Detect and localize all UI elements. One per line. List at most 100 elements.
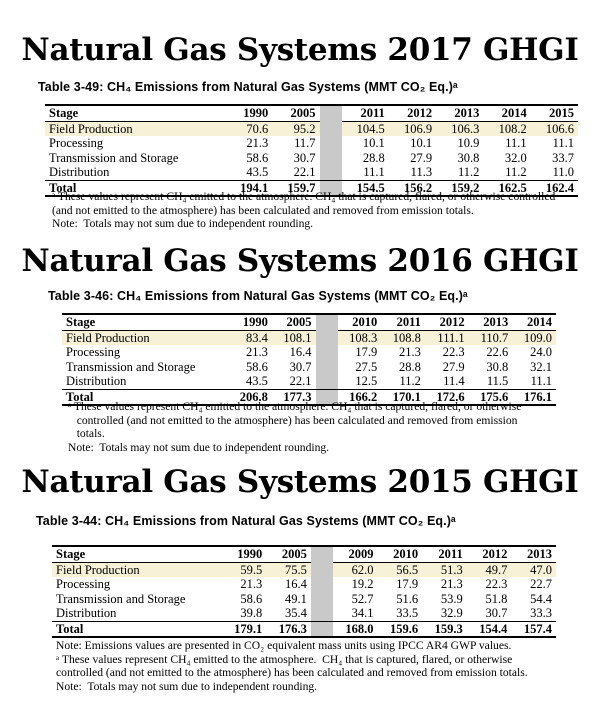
table-row: Field Production 70.6 95.2 104.5 106.9 106.3 1… xyxy=(45,121,578,136)
table-cell: 11.2 xyxy=(457,165,480,179)
total-cell: 177.3 xyxy=(271,388,316,406)
total-cell: 194.1 xyxy=(224,179,273,197)
column-header-year: 2011 xyxy=(381,313,425,331)
note-line: ᵃ These values represent CH₄ emitted to … xyxy=(68,400,522,413)
table-notes: Note: Emissions values are presented in … xyxy=(56,639,528,693)
row-label: Distribution xyxy=(49,165,110,179)
column-spacer xyxy=(315,330,338,345)
table-cell: 19.2 xyxy=(351,577,374,591)
row-label: Transmission and Storage xyxy=(56,591,186,606)
table-cell: 24.0 xyxy=(530,345,552,359)
table-cell: 21.3 xyxy=(440,577,463,591)
total-row: Total 206.8 177.3 166.2 170.1 172.6 175.6 176.1 xyxy=(62,388,556,406)
table-cell: 11.1 xyxy=(363,165,385,179)
table-cell: 21.3 xyxy=(399,345,421,359)
note-line: Note: Totals may not sum due to independ… xyxy=(68,440,330,454)
table-cell: 30.8 xyxy=(486,359,509,374)
table-cell: 28.8 xyxy=(399,359,421,374)
table-cell: 27.9 xyxy=(410,150,433,165)
column-spacer xyxy=(315,345,338,360)
column-spacer xyxy=(319,104,342,121)
table-cell: 16.4 xyxy=(285,577,307,591)
column-header-year: 2013 xyxy=(436,104,484,122)
total-cell: 159.3 xyxy=(422,620,467,638)
table-cell: 43.5 xyxy=(245,374,268,388)
column-header-year: 1990 xyxy=(221,545,267,563)
table-cell: 22.3 xyxy=(485,577,508,591)
column-spacer xyxy=(310,620,333,638)
total-cell: 162.4 xyxy=(530,179,578,197)
table-cell: 11.1 xyxy=(505,136,527,150)
table-cell: 51.8 xyxy=(485,591,508,606)
row-label: Field Production xyxy=(62,330,229,345)
total-cell: 157.4 xyxy=(511,620,556,638)
section-heading: Natural Gas Systems 2016 GHGI xyxy=(21,243,579,279)
table-cell: 11.3 xyxy=(410,165,433,179)
table-cell: 95.2 xyxy=(272,121,320,136)
table-cell: 30.7 xyxy=(485,606,508,620)
table-row: Field Production 59.5 75.5 62.0 56.5 51.3 49.7… xyxy=(52,562,556,577)
table-cell: 11.1 xyxy=(552,136,574,150)
table-cell: 106.3 xyxy=(436,121,484,136)
table-caption: Table 3-46: CH₄ Emissions from Natural G… xyxy=(48,289,468,303)
ghgi-2016-section: Natural Gas Systems 2016 GHGI Table 3-46… xyxy=(0,0,600,454)
total-cell: 159.7 xyxy=(272,179,320,197)
table-cell: 21.3 xyxy=(240,577,263,591)
table-cell: 56.5 xyxy=(377,562,423,577)
table-cell: 106.9 xyxy=(388,121,437,136)
table-cell: 47.0 xyxy=(511,562,556,577)
total-cell: 206.8 xyxy=(228,388,272,406)
column-spacer xyxy=(315,313,338,330)
column-spacer xyxy=(315,374,338,389)
total-cell: 172.6 xyxy=(424,388,469,406)
table-cell: 32.9 xyxy=(440,606,463,620)
table-cell: 53.9 xyxy=(440,591,463,606)
table-row: Distribution 39.8 35.4 34.1 33.5 32.9 30.7 33.3 xyxy=(52,606,556,621)
table-cell: 10.1 xyxy=(410,136,433,150)
table-cell: 22.1 xyxy=(289,374,312,388)
table-cell: 32.1 xyxy=(530,359,552,374)
table-header-row: Stage 1990 2005 2010 2011 2012 2013 2014 xyxy=(62,313,556,331)
column-spacer xyxy=(310,545,333,562)
table-row: Distribution 43.5 22.1 12.5 11.2 11.4 11.5 11.1 xyxy=(62,374,556,389)
table-cell: 35.4 xyxy=(285,606,307,620)
total-cell: 176.1 xyxy=(512,388,556,406)
table-cell: 11.7 xyxy=(294,136,316,150)
note-line: controlled (and not emitted to the atmos… xyxy=(56,666,528,679)
table-cell: 70.6 xyxy=(224,121,273,136)
table-cell: 62.0 xyxy=(332,562,378,577)
table-cell: 11.2 xyxy=(505,165,527,179)
column-header-year: 2010 xyxy=(337,313,382,331)
emissions-table: Stage 1990 2005 2010 2011 2012 2013 2014 Field P… xyxy=(62,313,556,406)
table-row: Processing 21.3 16.4 19.2 17.9 21.3 22.3 22.7 xyxy=(52,577,556,592)
table-cell: 109.0 xyxy=(512,330,556,345)
table-cell: 106.6 xyxy=(530,121,578,136)
total-row: Total 179.1 176.3 168.0 159.6 159.3 154.4 157.4 xyxy=(52,620,556,638)
total-row: Total 194.1 159.7 154.5 156.2 159.2 162.5 162.4 xyxy=(45,179,578,197)
row-label: Processing xyxy=(56,577,111,591)
table-row: Transmission and Storage 58.6 49.1 52.7 51.6… xyxy=(52,591,556,606)
row-label: Distribution xyxy=(56,606,117,620)
table-cell: 34.1 xyxy=(351,606,374,620)
column-header-year: 2015 xyxy=(530,104,578,122)
table-cell: 27.9 xyxy=(442,359,465,374)
table-cell: 17.9 xyxy=(396,577,419,591)
table-cell: 108.2 xyxy=(483,121,531,136)
emissions-table: Stage 1990 2005 2009 2010 2011 2012 2013 Field P… xyxy=(52,545,556,638)
row-label: Processing xyxy=(66,345,121,359)
table-cell: 111.1 xyxy=(424,330,469,345)
total-cell: 156.2 xyxy=(388,179,437,197)
table-row: Transmission and Storage 58.6 30.7 28.8 27.9… xyxy=(45,150,578,165)
ghgi-2015-section: Natural Gas Systems 2015 GHGI Table 3-44… xyxy=(0,0,600,693)
table-cell: 52.7 xyxy=(351,591,374,606)
section-heading: Natural Gas Systems 2015 GHGI xyxy=(21,464,579,500)
row-label: Field Production xyxy=(45,121,225,136)
column-header-year: 2005 xyxy=(266,545,311,563)
column-header-year: 2014 xyxy=(483,104,531,122)
row-label: Field Production xyxy=(52,562,222,577)
table-row: Field Production 83.4 108.1 108.3 108.8 111.1… xyxy=(62,330,556,345)
total-cell: 170.1 xyxy=(381,388,425,406)
row-label: Distribution xyxy=(66,374,127,388)
column-spacer xyxy=(315,388,338,406)
table-row: Processing 21.3 11.7 10.1 10.1 10.9 11.1 11.1 xyxy=(45,136,578,151)
